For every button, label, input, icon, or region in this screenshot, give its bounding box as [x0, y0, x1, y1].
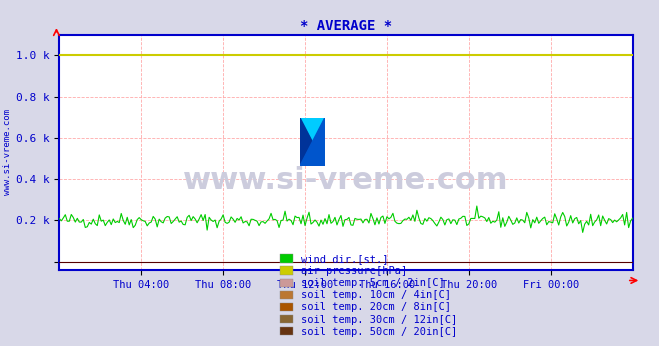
- Polygon shape: [300, 118, 325, 166]
- Polygon shape: [300, 118, 325, 166]
- Text: www.si-vreme.com: www.si-vreme.com: [183, 166, 509, 195]
- Polygon shape: [300, 118, 325, 166]
- Text: www.si-vreme.com: www.si-vreme.com: [3, 109, 13, 195]
- Title: * AVERAGE *: * AVERAGE *: [300, 19, 392, 34]
- Legend: wind dir.[st.], air pressure[hPa], soil temp. 5cm / 2in[C], soil temp. 10cm / 4i: wind dir.[st.], air pressure[hPa], soil …: [276, 250, 462, 341]
- Polygon shape: [300, 118, 325, 166]
